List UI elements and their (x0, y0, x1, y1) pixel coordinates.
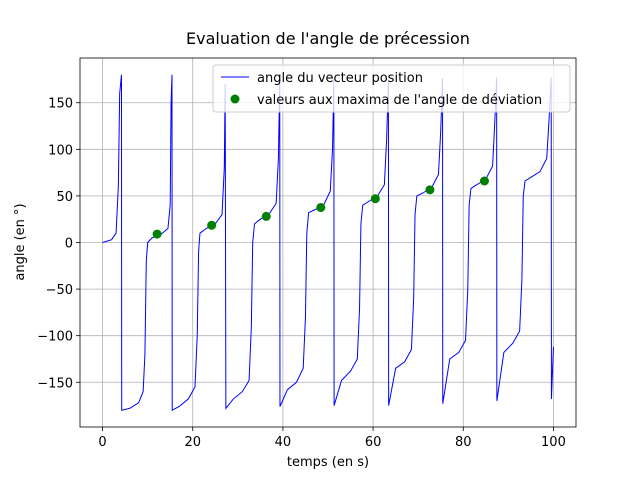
x-tick-label: 0 (98, 435, 106, 450)
data-point (370, 194, 380, 204)
data-point (261, 211, 271, 221)
chart-title: Evaluation de l'angle de précession (186, 29, 470, 48)
x-tick-label: 40 (275, 435, 292, 450)
data-point (316, 203, 326, 213)
y-tick-label: −100 (37, 330, 73, 345)
data-point (479, 176, 489, 186)
legend: angle du vecteur position valeurs aux max… (212, 64, 571, 113)
legend-box (212, 64, 571, 113)
x-tick-label: 60 (365, 435, 382, 450)
data-point (207, 220, 217, 230)
x-tick-label: 80 (455, 435, 472, 450)
y-axis-label: angle (en °) (13, 203, 28, 280)
y-tick-label: 100 (48, 143, 73, 158)
y-tick-label: 0 (65, 237, 73, 252)
y-tick-label: 50 (56, 190, 73, 205)
plot-frame (79, 57, 577, 428)
data-point (152, 229, 162, 239)
x-tick-label: 20 (184, 435, 201, 450)
y-tick-label: 150 (48, 97, 73, 112)
y-tick-label: −150 (37, 376, 73, 391)
legend-label: valeurs aux maxima de l'angle de déviati… (257, 93, 542, 108)
legend-label: angle du vecteur position (257, 71, 423, 86)
y-tick-label: −50 (46, 283, 73, 298)
data-point (425, 185, 435, 195)
legend-marker (230, 94, 240, 104)
x-axis-label: temps (en s) (287, 455, 369, 470)
x-tick-label: 100 (541, 435, 566, 450)
